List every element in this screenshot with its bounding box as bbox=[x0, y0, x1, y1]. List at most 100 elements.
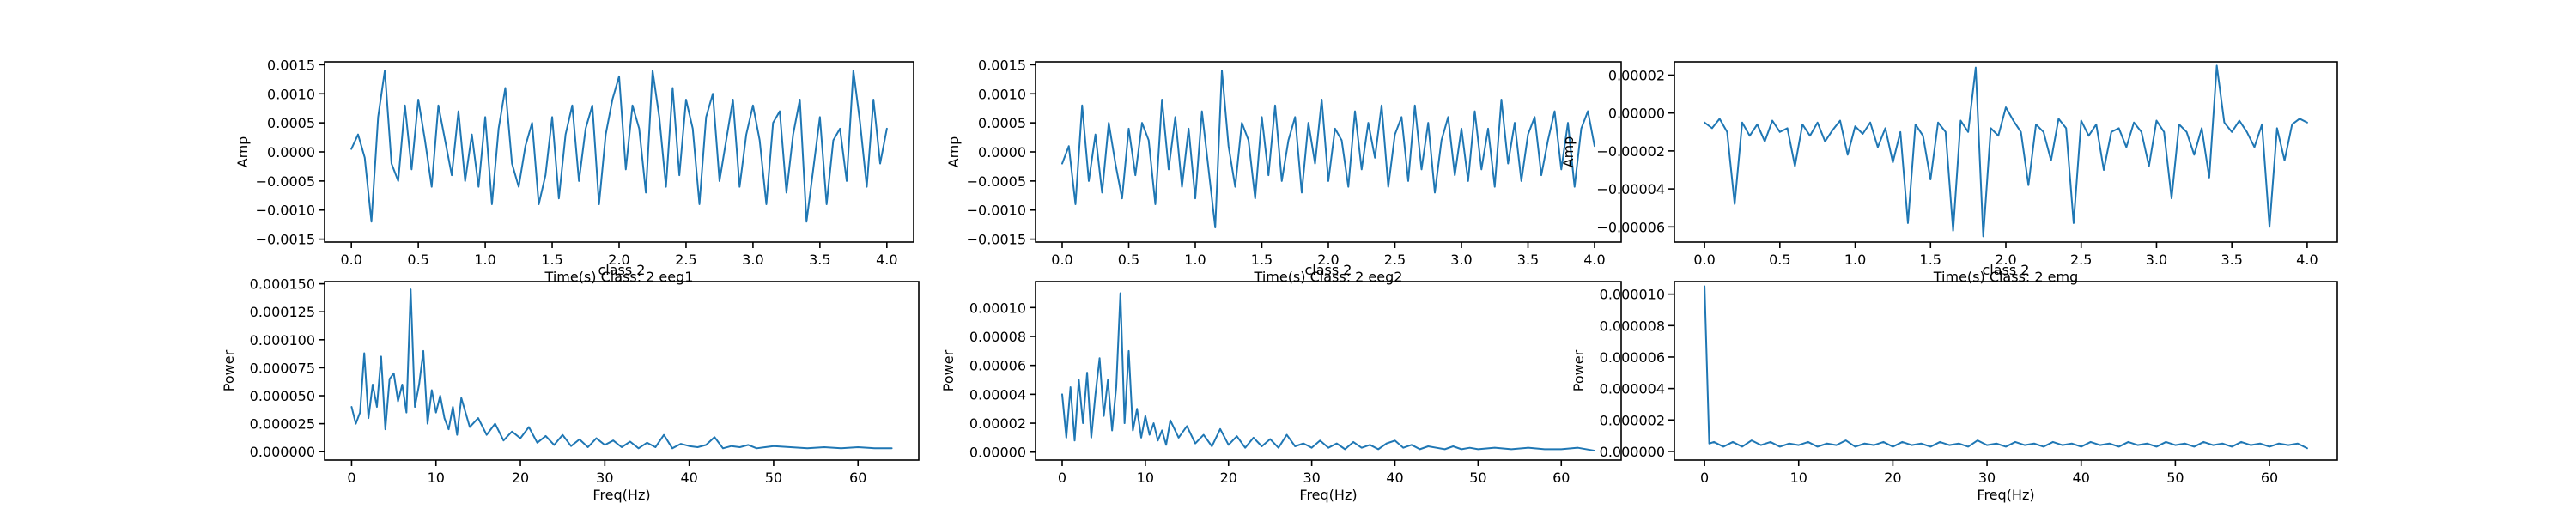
y-tick-label: 0.00000 bbox=[1608, 106, 1665, 122]
y-tick-label: −0.0010 bbox=[256, 203, 315, 219]
x-tick-label: 3.5 bbox=[1517, 251, 1539, 268]
x-tick-label: 20 bbox=[1884, 470, 1901, 486]
y-axis-label: Power bbox=[1571, 349, 1587, 391]
y-tick-label: 0.000006 bbox=[1600, 349, 1665, 366]
y-tick-label: 0.0015 bbox=[978, 57, 1026, 73]
x-tick-label: 0.5 bbox=[1769, 251, 1790, 268]
x-tick-label: 0 bbox=[1058, 470, 1066, 486]
series-line-time-eeg1 bbox=[350, 70, 888, 223]
series-line-freq-eeg2 bbox=[1061, 292, 1595, 452]
x-tick-label: 10 bbox=[428, 470, 445, 486]
x-tick-label: 3.0 bbox=[1450, 251, 1472, 268]
y-tick-label: −0.0005 bbox=[967, 173, 1026, 190]
x-axis-label: Freq(Hz) bbox=[1299, 487, 1357, 503]
x-tick-label: 30 bbox=[596, 470, 613, 486]
x-tick-label: 60 bbox=[2261, 470, 2278, 486]
x-tick-label: 3.5 bbox=[809, 251, 830, 268]
x-tick-label: 3.0 bbox=[2146, 251, 2167, 268]
y-axis-label: Power bbox=[940, 349, 957, 391]
y-tick-label: 0.000002 bbox=[1600, 412, 1665, 428]
x-tick-label: 3.5 bbox=[2221, 251, 2242, 268]
x-tick-label: 1.0 bbox=[474, 251, 495, 268]
y-tick-label: −0.00006 bbox=[1596, 219, 1665, 235]
x-tick-label: 0.0 bbox=[1051, 251, 1072, 268]
x-tick-label: 4.0 bbox=[2296, 251, 2318, 268]
x-axis-label: Freq(Hz) bbox=[592, 487, 650, 503]
x-tick-label: 1.0 bbox=[1844, 251, 1866, 268]
axes-frame-freq-eeg1 bbox=[324, 281, 920, 461]
x-tick-label: 50 bbox=[2166, 470, 2184, 486]
y-tick-label: 0.00000 bbox=[969, 445, 1026, 461]
y-tick-label: 0.0000 bbox=[978, 144, 1026, 161]
y-tick-label: −0.0005 bbox=[256, 173, 315, 190]
x-tick-label: 2.5 bbox=[2070, 251, 2092, 268]
y-tick-label: −0.00002 bbox=[1596, 143, 1665, 160]
subplot-freq-eeg1: 0 10 20 30 40 50 60 0.000000 0.000025 0.000050 0.0… bbox=[221, 262, 920, 503]
x-tick-label: 0.0 bbox=[1693, 251, 1715, 268]
x-tick-label: 0 bbox=[1700, 470, 1709, 486]
x-tick-label: 20 bbox=[512, 470, 529, 486]
subplot-time-eeg1: 0.0 0.5 1.0 1.5 2.0 2.5 3.0 3.5 4.0 −0.0015 −0.001… bbox=[234, 57, 914, 285]
y-tick-label: 0.000008 bbox=[1600, 318, 1665, 334]
y-tick-label: −0.0015 bbox=[256, 232, 315, 248]
x-axis-label: Freq(Hz) bbox=[1977, 487, 2034, 503]
x-tick-label: 4.0 bbox=[1583, 251, 1605, 268]
subplot-time-eeg2: 0.0 0.5 1.0 1.5 2.0 2.5 3.0 3.5 4.0 −0.0015 −0.001… bbox=[945, 57, 1622, 285]
x-tick-label: 4.0 bbox=[876, 251, 897, 268]
series-line-time-eeg2 bbox=[1061, 70, 1595, 229]
y-axis-label: Amp bbox=[234, 136, 251, 168]
y-tick-label: 0.00008 bbox=[969, 329, 1026, 345]
y-tick-label: 0.00006 bbox=[969, 358, 1026, 374]
x-tick-label: 60 bbox=[1552, 470, 1570, 486]
y-tick-label: 0.000075 bbox=[250, 360, 315, 376]
series-line-freq-emg bbox=[1704, 285, 2308, 450]
x-tick-label: 0 bbox=[347, 470, 355, 486]
x-tick-label: 50 bbox=[1469, 470, 1486, 486]
x-tick-label: 30 bbox=[1303, 470, 1320, 486]
x-tick-label: 10 bbox=[1790, 470, 1807, 486]
y-tick-label: 0.00010 bbox=[969, 300, 1026, 316]
y-tick-label: 0.000150 bbox=[250, 276, 315, 293]
subplot-freq-eeg2: 0 10 20 30 40 50 60 0.00000 0.00002 0.00004 0.0000… bbox=[940, 262, 1622, 503]
x-tick-label: 1.5 bbox=[1251, 251, 1273, 268]
y-tick-label: 0.0005 bbox=[267, 115, 315, 131]
series-line-time-emg bbox=[1704, 64, 2308, 238]
series-line-freq-eeg1 bbox=[350, 288, 893, 450]
x-tick-label: 20 bbox=[1220, 470, 1237, 486]
x-tick-label: 0.0 bbox=[340, 251, 361, 268]
x-tick-label: 1.5 bbox=[1920, 251, 1941, 268]
y-tick-label: 0.0005 bbox=[978, 115, 1026, 131]
axes-frame-freq-eeg2 bbox=[1035, 281, 1622, 461]
x-tick-label: 0.5 bbox=[1118, 251, 1139, 268]
x-tick-label: 60 bbox=[849, 470, 866, 486]
y-tick-label: −0.0015 bbox=[967, 232, 1026, 248]
y-tick-label: 0.000125 bbox=[250, 304, 315, 320]
x-tick-label: 2.5 bbox=[1384, 251, 1406, 268]
x-tick-label: 3.0 bbox=[742, 251, 763, 268]
x-tick-label: 40 bbox=[1386, 470, 1403, 486]
y-tick-label: 0.0015 bbox=[267, 57, 315, 73]
x-tick-label: 1.0 bbox=[1184, 251, 1206, 268]
y-axis-label: Amp bbox=[945, 136, 962, 168]
x-tick-label: 2.0 bbox=[1995, 251, 2016, 268]
subplot-title: class 2 bbox=[1305, 262, 1352, 278]
x-tick-label: 2.0 bbox=[608, 251, 629, 268]
y-axis-label: Power bbox=[221, 349, 237, 391]
y-tick-label: 0.0000 bbox=[267, 144, 315, 161]
x-tick-label: 2.0 bbox=[1317, 251, 1339, 268]
y-tick-label: 0.0010 bbox=[978, 86, 1026, 102]
subplot-title: class 2 bbox=[1983, 262, 2030, 278]
y-axis-label: Amp bbox=[1560, 136, 1577, 168]
y-tick-label: −0.0010 bbox=[967, 203, 1026, 219]
x-tick-label: 2.5 bbox=[675, 251, 696, 268]
y-tick-label: 0.000100 bbox=[250, 332, 315, 348]
y-tick-label: 0.00002 bbox=[1608, 67, 1665, 83]
y-tick-label: 0.000000 bbox=[250, 444, 315, 460]
axes-frame-time-emg bbox=[1674, 61, 2338, 243]
x-tick-label: 0.5 bbox=[407, 251, 428, 268]
y-tick-label: 0.000010 bbox=[1600, 287, 1665, 303]
x-tick-label: 1.5 bbox=[541, 251, 562, 268]
axes-frame-freq-emg bbox=[1674, 281, 2338, 461]
x-tick-label: 40 bbox=[2073, 470, 2090, 486]
